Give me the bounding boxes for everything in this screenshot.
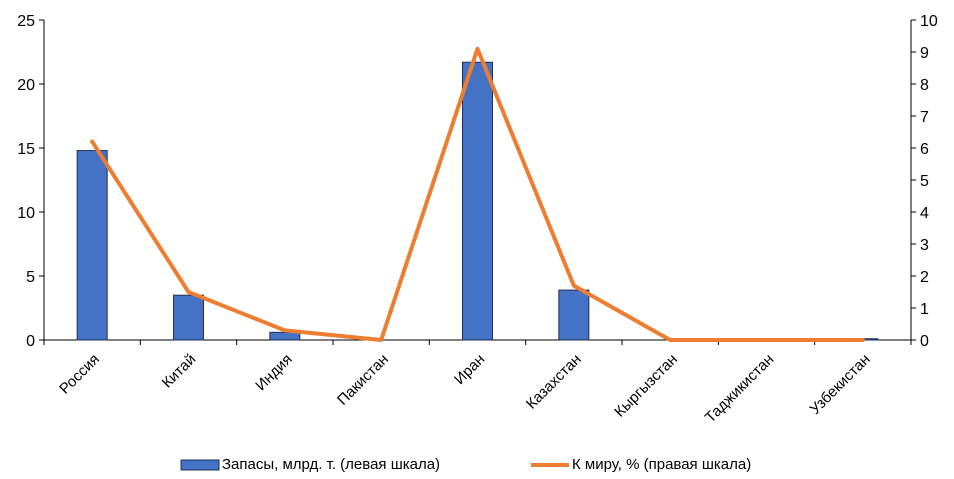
legend-swatch-bar xyxy=(180,459,220,471)
right-tick-label: 6 xyxy=(920,141,929,158)
left-tick-label: 0 xyxy=(26,333,35,350)
legend: Запасы, млрд. т. (левая шкала) К миру, % … xyxy=(180,456,751,473)
category-label: Таджикистан xyxy=(702,351,777,426)
right-tick-label: 3 xyxy=(920,237,929,254)
line-К миру, % (правая шкала) xyxy=(90,46,865,342)
legend-label-bar: Запасы, млрд. т. (левая шкала) xyxy=(222,456,440,473)
left-tick-label: 20 xyxy=(17,77,35,94)
category-label: Индия xyxy=(252,351,295,394)
right-tick-label: 8 xyxy=(920,77,929,94)
category-label: Казахстан xyxy=(523,351,585,413)
category-label: Китай xyxy=(159,351,200,392)
bar-series xyxy=(76,61,879,341)
bar-Китай xyxy=(173,294,204,341)
category-label: Пакистан xyxy=(334,351,392,409)
right-tick-label: 5 xyxy=(920,173,929,190)
bar-Казахстан xyxy=(558,289,590,341)
category-label: Россия xyxy=(56,351,103,398)
bar-Индия xyxy=(269,331,301,341)
right-tick-label: 1 xyxy=(920,301,929,318)
line-series xyxy=(90,46,865,342)
legend-item-bar: Запасы, млрд. т. (левая шкала) xyxy=(180,456,440,473)
legend-item-line: К миру, % (правая шкала) xyxy=(531,456,751,473)
right-tick-label: 2 xyxy=(920,269,929,286)
right-tick-label: 7 xyxy=(920,109,929,126)
left-tick-label: 5 xyxy=(26,269,35,286)
bar-Россия xyxy=(76,150,108,341)
left-tick-label: 10 xyxy=(17,205,35,222)
right-tick-label: 4 xyxy=(920,205,929,222)
category-label: Иран xyxy=(451,351,488,388)
right-tick-label: 0 xyxy=(920,333,929,350)
right-tick-label: 9 xyxy=(920,45,929,62)
bar-Иран xyxy=(462,61,493,341)
left-tick-label: 15 xyxy=(17,141,35,158)
right-tick-label: 10 xyxy=(920,13,938,30)
category-label: Кыргызстан xyxy=(611,351,681,421)
legend-label-line: К миру, % (правая шкала) xyxy=(572,456,751,473)
category-label: Узбекистан xyxy=(807,351,874,418)
left-tick-label: 25 xyxy=(17,13,35,30)
